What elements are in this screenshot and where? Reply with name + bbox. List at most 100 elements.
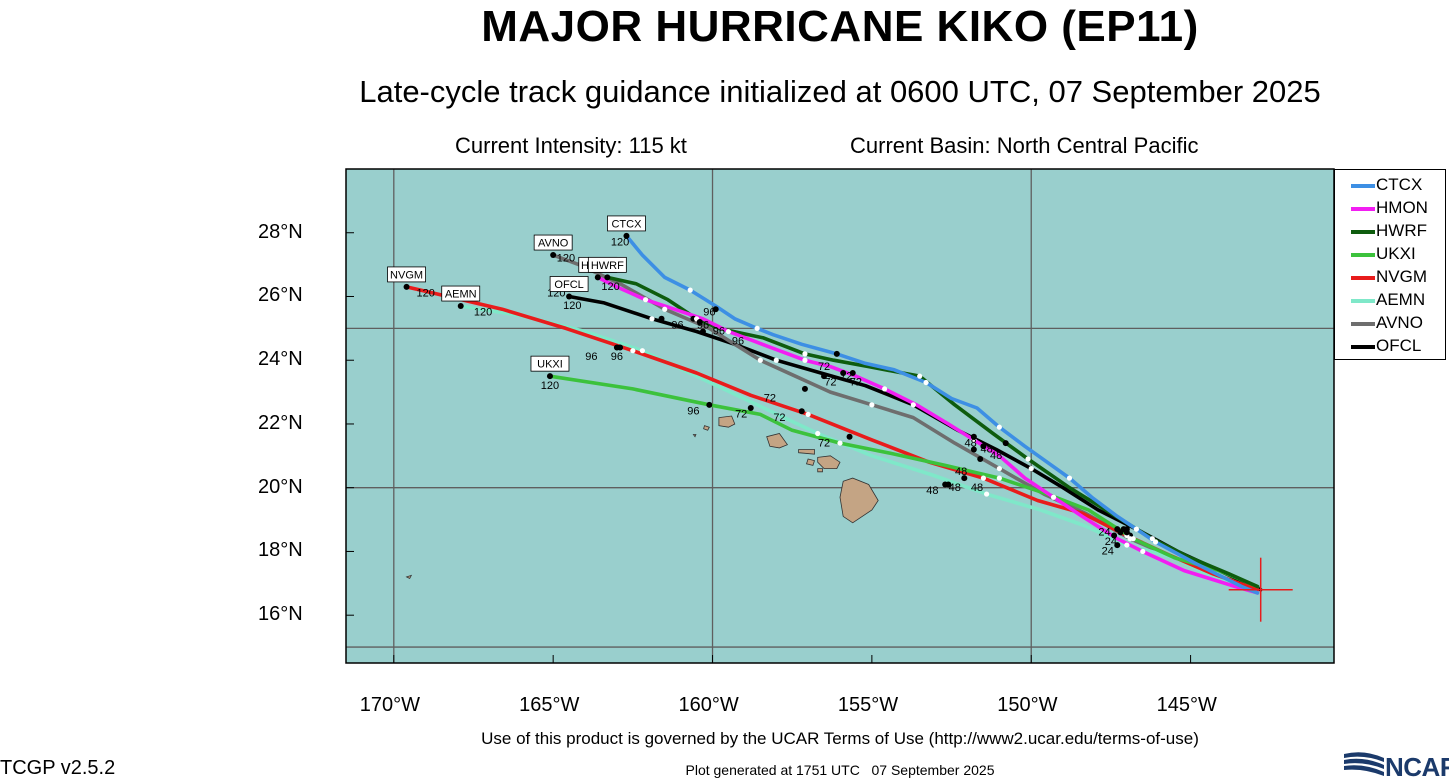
track-end-label-aemn: AEMN [441,285,481,302]
forecast-hour-label: 48 [965,437,977,449]
forecast-hour-marker-ofcl [970,433,977,440]
legend: CTCX HMON HWRF UKXI NVGM AEMN AVNO OFCL [1334,169,1446,360]
track-end-label-box [387,266,426,283]
track-point-hmon [725,328,732,335]
forecast-hour-label: 96 [703,307,715,319]
track-point-ukxi [837,440,843,446]
track-point-ofcl [773,357,779,363]
legend-item-ctcx: CTCX [1335,174,1445,196]
current-intensity-label: Current Intensity: 115 kt [455,133,687,158]
forecast-hour-label: 120 [557,252,575,264]
track-end-label-text: OFCL [554,279,583,291]
legend-swatch [1351,322,1375,326]
forecast-hour-label: 96 [585,351,597,363]
forecast-hour-label: 96 [697,319,709,331]
ncar-logo-text: NCAR [1385,752,1449,782]
island-kauai [718,415,736,428]
track-point-avno [757,357,763,363]
legend-item-nvgm: NVGM [1335,266,1445,288]
track-end-label-ctcx: CTCX [607,215,646,232]
track-point-ctcx [1152,539,1159,545]
forecast-hour-marker-aemn [457,303,464,310]
track-end-label-box [549,276,589,292]
lon-tick-label: 160°W [678,694,739,716]
legend-swatch [1351,184,1375,188]
lat-tick-label: 18°N [258,539,303,562]
track-end-label-text: CTCX [611,218,642,230]
forecast-hour-marker-ofcl [566,293,573,300]
forecast-hour-marker-avno [658,315,665,322]
legend-label: CTCX [1376,175,1423,194]
forecast-hour-label: 72 [735,409,747,421]
legend-item-aemn: AEMN [1335,289,1445,311]
legend-swatch [1351,276,1375,280]
track-point-ofcl [1028,465,1034,472]
track-point-ukxi [996,475,1002,481]
forecast-hour-marker-aemn [747,405,754,412]
forecast-hour-label: 24 [1098,527,1110,539]
lon-tick-label: 165°W [519,694,580,716]
forecast-hour-label: 72 [764,393,776,405]
track-point-ctcx [996,424,1002,430]
track-point-nvgm [630,348,636,354]
lon-tick-label: 145°W [1156,694,1217,716]
track-point-avno [869,402,875,408]
track-point-hwrf [802,351,808,357]
island-necker [405,574,413,580]
lat-tick-label: 20°N [258,475,303,498]
lat-tick-label: 28°N [258,220,303,243]
forecast-hour-label: 120 [563,300,581,312]
forecast-hour-label: 96 [671,319,683,331]
forecast-hour-label: 96 [713,326,725,338]
island-hawaii [839,477,879,524]
chart-subtitle: Late-cycle track guidance initialized at… [359,74,1321,109]
forecast-hour-marker-avno [550,252,557,259]
track-end-label-ukxi: UKXI [530,355,570,372]
track-end-label-text: AVNO [538,238,569,250]
forecast-hour-marker-hwrf [849,369,856,376]
terms-of-use-text: Use of this product is governed by the U… [481,729,1199,748]
forecast-hour-label: 48 [990,450,1002,462]
forecast-hour-marker-ctcx [712,306,719,313]
track-point-avno [662,306,668,312]
forecast-hour-label: 96 [732,335,744,347]
lon-tick-label: 155°W [837,694,899,716]
forecast-hour-label: 96 [687,405,699,417]
lat-tick-label: 26°N [258,284,303,307]
track-end-label-box [587,256,627,273]
track-end-label-ofcl: OFCL [549,276,589,292]
forecast-hour-label: 24 [1102,546,1114,558]
track-point-hwrf [1149,536,1155,542]
forecast-hour-marker-nvgm [798,408,805,415]
track-point-aemn [1124,542,1130,548]
track-end-label-avno: AVNO [533,234,573,251]
legend-label: HWRF [1376,221,1427,240]
track-point-ctcx [687,287,693,293]
legend-item-hmon: HMON [1335,197,1445,219]
lon-tick-label: 150°W [997,694,1058,716]
forecast-hour-label: 120 [541,380,559,392]
forecast-hour-label: 48 [949,482,961,494]
track-point-aemn [639,348,646,354]
island-maui [817,455,841,470]
forecast-hour-marker-nvgm [1117,529,1124,536]
lon-tick-label: 170°W [359,694,421,716]
track-point-ofcl [1133,526,1139,532]
legend-item-ofcl: OFCL [1335,335,1445,357]
track-point-aemn [815,430,821,437]
legend-item-avno: AVNO [1335,312,1445,334]
forecast-hour-label: 48 [971,482,983,494]
legend-label: UKXI [1376,244,1416,263]
forecast-hour-label: 72 [773,412,785,424]
forecast-hour-marker-ofcl [699,328,706,335]
island-molokai [798,449,815,455]
track-end-label-text: NVGM [390,269,423,281]
track-point-ctcx [754,325,760,331]
forecast-hour-label: 72 [824,377,836,389]
forecast-hour-marker-ofcl [1123,526,1130,533]
forecast-hour-label: 72 [818,361,830,373]
track-point-avno [1127,536,1133,542]
track-point-nvgm [980,475,987,481]
